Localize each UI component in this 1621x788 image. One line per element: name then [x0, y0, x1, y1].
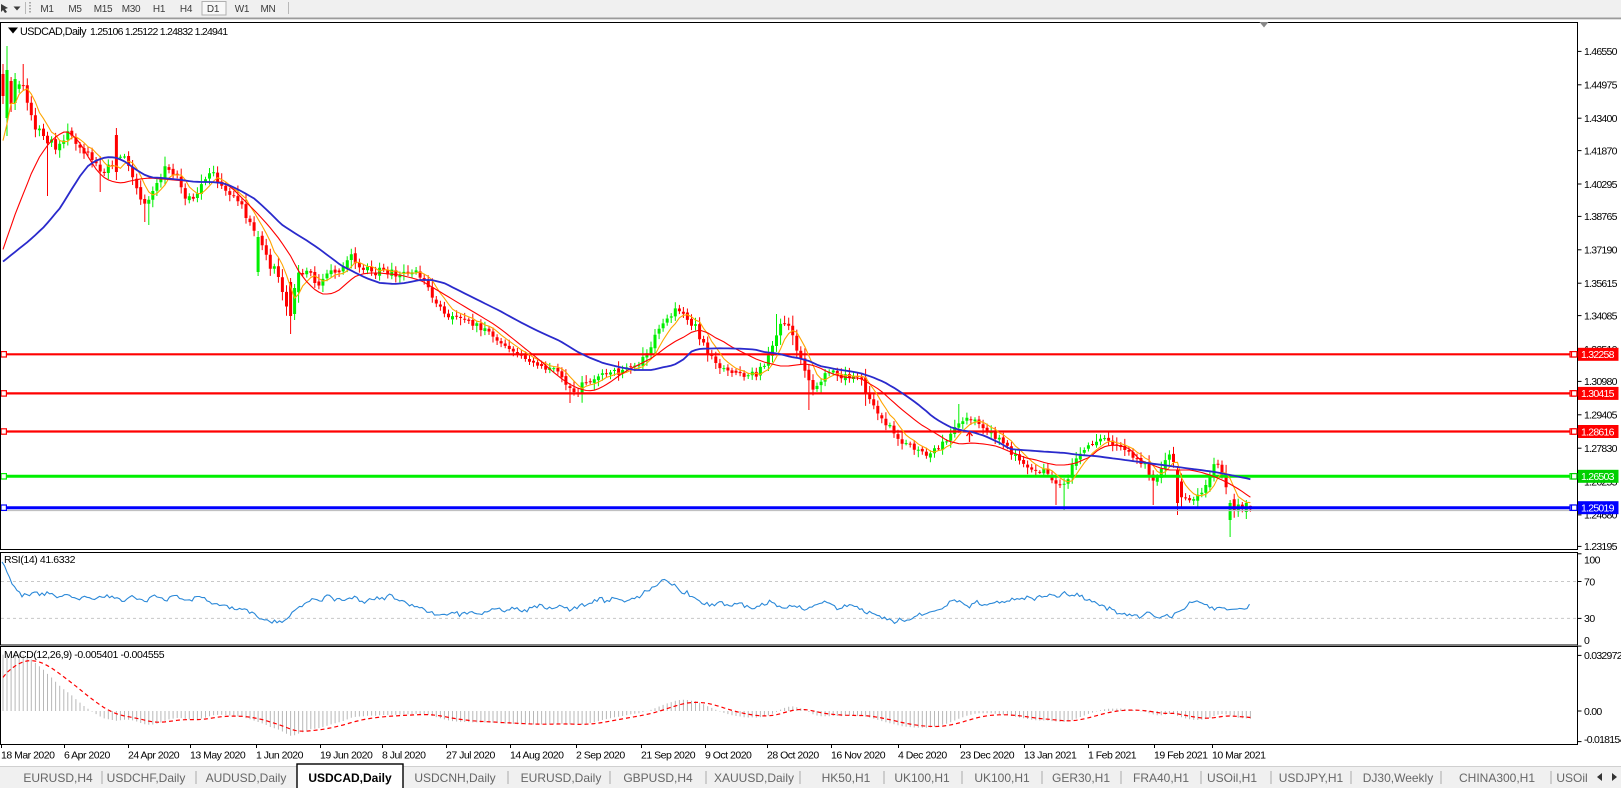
svg-text:USOil,H1: USOil,H1 [1207, 771, 1257, 785]
svg-text:H4: H4 [180, 4, 193, 15]
svg-text:18 Mar 2020: 18 Mar 2020 [1, 750, 55, 762]
svg-text:DJ30,Weekly: DJ30,Weekly [1363, 771, 1433, 785]
svg-text:19 Feb 2021: 19 Feb 2021 [1154, 750, 1208, 762]
svg-text:28 Oct 2020: 28 Oct 2020 [767, 750, 819, 762]
svg-text:1.26503: 1.26503 [1581, 471, 1615, 483]
svg-text:19 Jun 2020: 19 Jun 2020 [320, 750, 373, 762]
svg-text:14 Aug 2020: 14 Aug 2020 [510, 750, 564, 762]
svg-text:1.25106 1.25122 1.24832 1.2494: 1.25106 1.25122 1.24832 1.24941 [90, 26, 228, 38]
svg-text:1.23195: 1.23195 [1584, 541, 1618, 553]
svg-text:EURUSD,H4: EURUSD,H4 [23, 771, 93, 785]
svg-text:1.34085: 1.34085 [1584, 310, 1618, 322]
svg-text:USDJPY,H1: USDJPY,H1 [1279, 771, 1344, 785]
svg-text:AUDUSD,Daily: AUDUSD,Daily [206, 771, 287, 785]
svg-text:GER30,H1: GER30,H1 [1052, 771, 1110, 785]
svg-text:4 Dec 2020: 4 Dec 2020 [898, 750, 947, 762]
svg-text:1.30415: 1.30415 [1581, 388, 1615, 400]
svg-text:1.25019: 1.25019 [1581, 503, 1615, 515]
svg-text:1.32258: 1.32258 [1581, 349, 1615, 361]
svg-text:HK50,H1: HK50,H1 [822, 771, 871, 785]
svg-text:70: 70 [1584, 576, 1595, 588]
svg-text:RSI(14) 41.6332: RSI(14) 41.6332 [4, 554, 76, 566]
svg-text:21 Sep 2020: 21 Sep 2020 [641, 750, 696, 762]
svg-text:1.43400: 1.43400 [1584, 113, 1618, 125]
svg-text:GBPUSD,H4: GBPUSD,H4 [623, 771, 693, 785]
svg-text:13 Jan 2021: 13 Jan 2021 [1024, 750, 1077, 762]
svg-text:1.28616: 1.28616 [1581, 426, 1615, 438]
svg-text:10 Mar 2021: 10 Mar 2021 [1212, 750, 1266, 762]
svg-text:100: 100 [1584, 554, 1601, 566]
svg-text:USOil: USOil [1556, 771, 1587, 785]
svg-text:1.41870: 1.41870 [1584, 145, 1618, 157]
svg-text:MN: MN [261, 4, 276, 15]
svg-text:1.38765: 1.38765 [1584, 211, 1618, 223]
svg-text:1.27830: 1.27830 [1584, 443, 1618, 455]
svg-text:1.40295: 1.40295 [1584, 179, 1618, 191]
svg-text:1.30980: 1.30980 [1584, 376, 1618, 388]
svg-text:0.00: 0.00 [1584, 706, 1602, 718]
svg-text:0: 0 [1584, 635, 1590, 647]
svg-text:24 Apr 2020: 24 Apr 2020 [128, 750, 180, 762]
svg-text:M15: M15 [94, 4, 113, 15]
svg-text:2 Sep 2020: 2 Sep 2020 [576, 750, 625, 762]
svg-text:1.29405: 1.29405 [1584, 410, 1618, 422]
svg-text:CHINA300,H1: CHINA300,H1 [1459, 771, 1535, 785]
svg-text:27 Jul 2020: 27 Jul 2020 [446, 750, 495, 762]
svg-text:M1: M1 [40, 4, 54, 15]
svg-text:1.37190: 1.37190 [1584, 245, 1618, 257]
svg-text:H1: H1 [153, 4, 166, 15]
svg-text:W1: W1 [235, 4, 250, 15]
svg-text:USDCAD,Daily: USDCAD,Daily [308, 771, 392, 785]
svg-text:EURUSD,Daily: EURUSD,Daily [521, 771, 602, 785]
svg-text:6 Apr 2020: 6 Apr 2020 [64, 750, 110, 762]
svg-text:USDCHF,Daily: USDCHF,Daily [107, 771, 186, 785]
svg-text:UK100,H1: UK100,H1 [974, 771, 1030, 785]
svg-text:USDCAD,Daily: USDCAD,Daily [20, 26, 87, 38]
svg-text:D1: D1 [207, 4, 220, 15]
svg-text:-0.018154: -0.018154 [1584, 734, 1621, 746]
svg-text:USDCNH,Daily: USDCNH,Daily [414, 771, 495, 785]
svg-text:M5: M5 [68, 4, 82, 15]
svg-text:0.032972: 0.032972 [1584, 650, 1621, 662]
svg-text:1.46550: 1.46550 [1584, 46, 1618, 58]
svg-text:1 Jun 2020: 1 Jun 2020 [256, 750, 304, 762]
svg-text:M30: M30 [122, 4, 141, 15]
svg-text:8 Jul 2020: 8 Jul 2020 [382, 750, 426, 762]
svg-text:23 Dec 2020: 23 Dec 2020 [960, 750, 1015, 762]
svg-text:1 Feb 2021: 1 Feb 2021 [1088, 750, 1137, 762]
svg-text:1.35615: 1.35615 [1584, 278, 1618, 290]
svg-text:MACD(12,26,9) -0.005401 -0.004: MACD(12,26,9) -0.005401 -0.004555 [4, 649, 165, 661]
svg-text:16 Nov 2020: 16 Nov 2020 [831, 750, 886, 762]
svg-text:9 Oct 2020: 9 Oct 2020 [705, 750, 752, 762]
svg-text:XAUUSD,Daily: XAUUSD,Daily [714, 771, 794, 785]
svg-text:UK100,H1: UK100,H1 [894, 771, 950, 785]
svg-text:13 May 2020: 13 May 2020 [190, 750, 246, 762]
svg-text:30: 30 [1584, 613, 1595, 625]
svg-text:1.44975: 1.44975 [1584, 80, 1618, 92]
svg-text:FRA40,H1: FRA40,H1 [1133, 771, 1189, 785]
